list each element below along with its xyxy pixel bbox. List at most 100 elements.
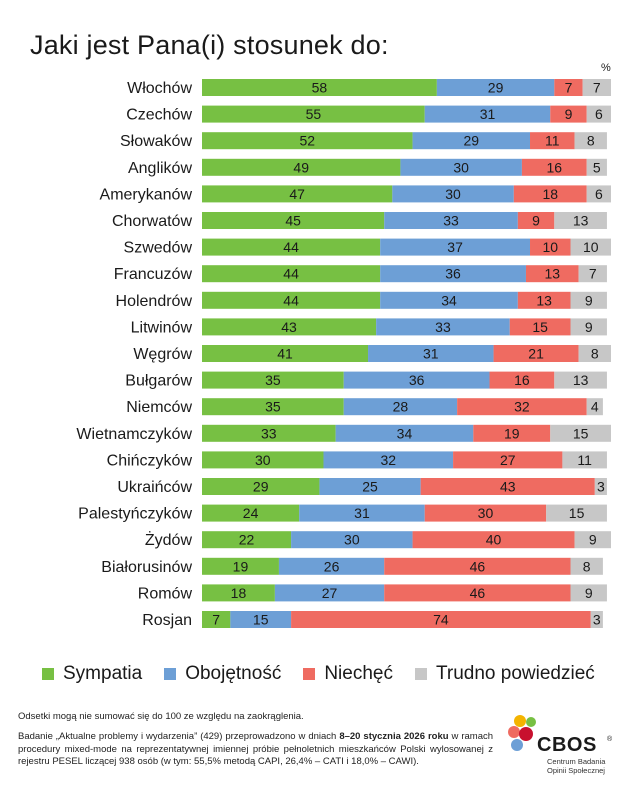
data-label: 7 bbox=[589, 266, 597, 282]
bar-segment bbox=[570, 238, 611, 256]
category-label: Niemców bbox=[126, 399, 192, 416]
data-label: 7 bbox=[212, 612, 220, 628]
category-label: Rosjan bbox=[142, 612, 192, 629]
data-label: 27 bbox=[500, 452, 516, 468]
data-label: 33 bbox=[261, 425, 277, 441]
legend-swatch bbox=[164, 668, 177, 680]
cbos-logo-mark-icon bbox=[508, 715, 536, 751]
data-label: 16 bbox=[547, 159, 563, 175]
category-label: Wietnamczyków bbox=[76, 426, 192, 443]
data-label: 4 bbox=[591, 399, 599, 415]
data-label: 16 bbox=[514, 372, 530, 388]
data-label: 19 bbox=[504, 425, 520, 441]
bar-segment bbox=[202, 478, 320, 495]
data-label: 47 bbox=[289, 186, 305, 202]
bar-segment bbox=[578, 345, 611, 362]
bar-segment bbox=[202, 158, 401, 176]
bar-segment bbox=[202, 398, 344, 416]
bar-segment bbox=[319, 478, 421, 495]
bar-segment bbox=[202, 265, 381, 283]
data-label: 44 bbox=[283, 239, 299, 255]
data-label: 11 bbox=[577, 452, 592, 468]
legend-swatch bbox=[303, 668, 316, 680]
bar-segment bbox=[509, 318, 571, 336]
data-label: 45 bbox=[285, 213, 301, 229]
legend-item: Obojętność bbox=[164, 663, 281, 685]
bar-segment bbox=[554, 79, 583, 96]
category-label: Węgrów bbox=[133, 346, 192, 363]
data-label: 34 bbox=[441, 292, 457, 308]
bar-segment bbox=[380, 291, 518, 309]
logo-subtitle-line2: Opinii Społecznej bbox=[547, 765, 605, 775]
logo-subtitle: Centrum Badania Opinii Społecznej bbox=[547, 757, 605, 775]
category-label: Ukraińców bbox=[117, 479, 192, 496]
method-date: 8–20 stycznia 2026 roku bbox=[339, 731, 449, 742]
bar-segment bbox=[424, 504, 547, 522]
data-label: 8 bbox=[583, 558, 591, 574]
data-label: 8 bbox=[587, 133, 595, 149]
bar-segment bbox=[424, 105, 551, 123]
bar-segment bbox=[457, 398, 587, 416]
category-label: Słowaków bbox=[120, 133, 192, 150]
bar-segment bbox=[392, 185, 514, 203]
data-label: 29 bbox=[488, 80, 504, 96]
data-label: 32 bbox=[380, 452, 396, 468]
data-label: 25 bbox=[362, 479, 378, 495]
data-label: 33 bbox=[443, 213, 459, 229]
data-label: 30 bbox=[344, 532, 360, 548]
data-label: 37 bbox=[447, 239, 463, 255]
bar-segment bbox=[594, 478, 607, 495]
data-label: 13 bbox=[573, 213, 589, 229]
legend-label: Trudno powiedzieć bbox=[435, 663, 595, 684]
bar-segment bbox=[420, 478, 595, 495]
data-label: 46 bbox=[470, 558, 486, 574]
bar-segment bbox=[530, 132, 575, 150]
category-label: Romów bbox=[138, 585, 193, 602]
data-label: 9 bbox=[589, 532, 597, 548]
bar-segment bbox=[574, 531, 611, 549]
data-label: 9 bbox=[565, 106, 573, 122]
bar-segment bbox=[376, 318, 510, 336]
bar-segment bbox=[384, 584, 571, 602]
bar-segment bbox=[517, 212, 555, 229]
data-label: 28 bbox=[393, 399, 409, 415]
bar-segment bbox=[202, 504, 300, 522]
bar-segment bbox=[202, 584, 275, 602]
bar-segment bbox=[562, 451, 607, 469]
data-label: 21 bbox=[528, 346, 544, 362]
data-label: 8 bbox=[591, 346, 599, 362]
data-label: 9 bbox=[585, 319, 593, 335]
bar-segment bbox=[453, 451, 563, 469]
category-label: Szwedów bbox=[124, 240, 193, 257]
data-label: 10 bbox=[542, 239, 558, 255]
data-label: 30 bbox=[445, 186, 461, 202]
data-label: 43 bbox=[500, 479, 516, 495]
category-label: Amerykanów bbox=[100, 186, 193, 203]
legend-label: Sympatia bbox=[63, 663, 143, 684]
bar-segment bbox=[550, 105, 587, 123]
data-label: 3 bbox=[597, 479, 605, 495]
data-label: 44 bbox=[283, 292, 299, 308]
legend-swatch bbox=[42, 668, 54, 680]
bar-segment bbox=[202, 424, 336, 442]
data-label: 11 bbox=[545, 133, 560, 149]
cbos-logo: CBOS ® Centrum Badania Opinii Społecznej bbox=[505, 712, 630, 776]
data-label: 6 bbox=[595, 106, 603, 122]
bar-segment bbox=[202, 291, 381, 309]
bar-segment bbox=[202, 185, 393, 203]
category-label: Czechów bbox=[126, 107, 192, 124]
category-label: Chorwatów bbox=[112, 213, 192, 230]
bar-segment bbox=[570, 557, 603, 575]
bar-segment bbox=[586, 158, 607, 176]
footnote: Odsetki mogą nie sumować się do 100 ze w… bbox=[18, 711, 304, 722]
chart-title: Jaki jest Pana(i) stosunek do: bbox=[30, 30, 389, 60]
category-label: Bułgarów bbox=[125, 373, 192, 390]
bar-segment bbox=[368, 345, 494, 362]
data-label: 33 bbox=[435, 319, 451, 335]
data-label: 43 bbox=[281, 319, 297, 335]
category-label: Litwinów bbox=[131, 319, 193, 336]
bar-segment bbox=[299, 504, 425, 522]
bar-segment bbox=[525, 265, 579, 283]
data-label: 52 bbox=[299, 133, 315, 149]
bar-segment bbox=[202, 345, 369, 362]
